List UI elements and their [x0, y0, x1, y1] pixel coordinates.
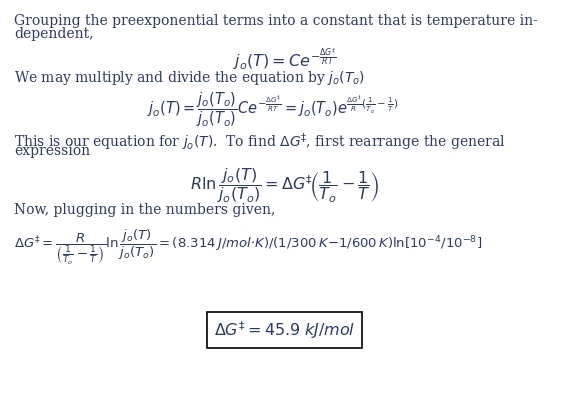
- Text: expression: expression: [14, 144, 90, 158]
- Text: Grouping the preexponential terms into a constant that is temperature in-: Grouping the preexponential terms into a…: [14, 14, 538, 28]
- Text: Now, plugging in the numbers given,: Now, plugging in the numbers given,: [14, 203, 275, 217]
- Text: dependent,: dependent,: [14, 27, 94, 41]
- Text: $\Delta G^{\ddagger} = 45.9\; kJ/mol$: $\Delta G^{\ddagger} = 45.9\; kJ/mol$: [214, 319, 355, 341]
- Text: $\Delta G^{\ddagger} = \dfrac{R}{\left(\frac{1}{T_o}-\frac{1}{T}\right)}\ln\dfra: $\Delta G^{\ddagger} = \dfrac{R}{\left(\…: [14, 227, 483, 267]
- Text: This is our equation for $j_o(T)$.  To find $\Delta G^{\ddagger}$, first rearran: This is our equation for $j_o(T)$. To fi…: [14, 132, 506, 153]
- Text: $R\ln\dfrac{j_o(T)}{j_o(T_o)} = \Delta G^{\ddagger}\!\left(\dfrac{1}{T_o} - \dfr: $R\ln\dfrac{j_o(T)}{j_o(T_o)} = \Delta G…: [189, 166, 380, 205]
- Text: $j_o(T) = Ce^{-\frac{\Delta G^{\ddagger}}{RT}}$: $j_o(T) = Ce^{-\frac{\Delta G^{\ddagger}…: [233, 47, 336, 72]
- Text: $j_o(T) = \dfrac{j_o(T_o)}{j_o(T_o)}Ce^{-\frac{\Delta G^{\ddagger}}{RT}} = j_o(T: $j_o(T) = \dfrac{j_o(T_o)}{j_o(T_o)}Ce^{…: [147, 91, 399, 129]
- Text: We may multiply and divide the equation by $j_o(T_o)$: We may multiply and divide the equation …: [14, 69, 365, 87]
